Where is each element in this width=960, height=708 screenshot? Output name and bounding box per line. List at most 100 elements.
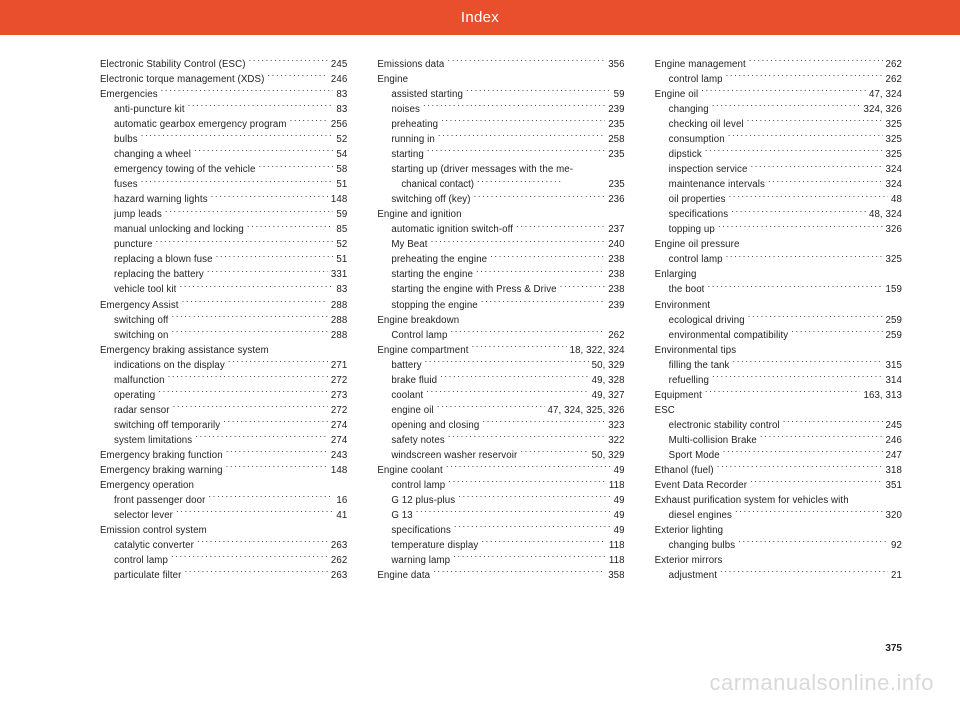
leader-dots [426,388,588,398]
index-entry-label: preheating [391,117,438,132]
index-entry-label: front passenger door [114,493,205,508]
index-heading-label: Emergency braking assistance system [100,343,269,358]
index-sub-entry: malfunction272 [100,373,347,388]
leader-dots [425,358,589,368]
index-entry: Emissions data356 [377,57,624,72]
index-entry-label: malfunction [114,373,165,388]
leader-dots [228,358,328,368]
leader-dots [482,418,605,428]
index-sub-entry: radar sensor272 [100,403,347,418]
index-entry-page: 159 [886,282,902,297]
index-entry-label: warning lamp [391,553,450,568]
leader-dots [490,253,605,263]
index-entry-label: Equipment [655,388,702,403]
index-sub-entry: refuelling314 [655,373,902,388]
index-entry-page: 50, 329 [592,448,625,463]
index-entry-label: starting up (driver messages with the me… [391,162,573,177]
index-entry-page: 246 [886,433,902,448]
leader-dots [195,433,328,443]
index-entry-label: starting the engine with Press & Drive [391,282,556,297]
index-heading-label: Emission control system [100,523,207,538]
index-entry-label: dipstick [669,147,702,162]
index-entry-page: 324 [886,162,902,177]
index-entry-page: 271 [331,358,347,373]
index-entry-label: Engine oil [655,87,699,102]
index-entry: Event Data Recorder351 [655,478,902,493]
index-entry-page: 326 [886,222,902,237]
index-entry-page: 240 [608,237,624,252]
index-entry-page: 238 [608,267,624,282]
index-entry-label: catalytic converter [114,538,194,553]
index-entry-label: the boot [669,282,705,297]
leader-dots [141,178,334,188]
index-sub-entry: automatic gearbox emergency program256 [100,117,347,132]
leader-dots [226,448,328,458]
index-column-1: Electronic Stability Control (ESC)245Ele… [100,57,347,583]
leader-dots [226,463,328,473]
leader-dots [179,283,333,293]
leader-dots [207,268,328,278]
leader-dots [182,298,328,308]
leader-dots [448,433,605,443]
leader-dots [481,298,605,308]
index-sub-entry: manual unlocking and locking85 [100,222,347,237]
index-sub-entry: control lamp262 [100,553,347,568]
index-columns: Electronic Stability Control (ESC)245Ele… [0,35,960,583]
index-sub-entry: noises239 [377,102,624,117]
leader-dots [188,102,334,112]
index-entry-page: 83 [336,102,347,117]
leader-dots [466,87,611,97]
index-sub-entry: My Beat240 [377,237,624,252]
index-entry: Equipment163, 313 [655,388,902,403]
index-entry-page: 51 [336,252,347,267]
index-entry-page: 47, 324, 325, 326 [548,403,625,418]
index-entry-label: puncture [114,237,153,252]
leader-dots [211,193,328,203]
index-heading-label: Engine breakdown [377,313,459,328]
index-entry-label: control lamp [669,72,723,87]
index-entry-page: 273 [331,388,347,403]
index-entry-page: 54 [336,147,347,162]
index-entry-label: Engine data [377,568,430,583]
index-entry-page: 288 [331,298,347,313]
index-sub-entry: changing bulbs92 [655,538,902,553]
index-entry-page: 325 [886,147,902,162]
index-sub-entry: preheating235 [377,117,624,132]
index-entry: Emergencies83 [100,87,347,102]
index-entry-page: 262 [331,553,347,568]
index-heading: ESC [655,403,902,418]
index-sub-entry: topping up326 [655,222,902,237]
index-sub-entry: filling the tank315 [655,358,902,373]
index-sub-entry: G 1349 [377,508,624,523]
index-entry-page: 318 [886,463,902,478]
leader-dots [437,403,545,413]
leader-dots [738,538,888,548]
index-entry-label: chanical contact) [401,177,474,192]
index-entry-page: 262 [886,57,902,72]
index-entry-page: 259 [886,328,902,343]
index-entry-page: 238 [608,282,624,297]
index-entry-label: running in [391,132,435,147]
leader-dots [172,328,328,338]
index-entry-label: particulate filter [114,568,182,583]
index-sub-entry: opening and closing323 [377,418,624,433]
index-sub-entry: changing a wheel54 [100,147,347,162]
index-entry-label: anti-puncture kit [114,102,185,117]
index-entry-page: 83 [336,87,347,102]
index-entry-page: 118 [609,478,625,493]
index-entry-page: 288 [331,313,347,328]
index-entry-page: 48 [891,192,902,207]
leader-dots [520,448,588,458]
index-entry-label: Emergency Assist [100,298,179,313]
index-sub-entry: indications on the display271 [100,358,347,373]
index-sub-entry: changing324, 326 [655,102,902,117]
index-entry-page: 288 [331,328,347,343]
index-sub-entry: front passenger door16 [100,493,347,508]
index-entry: Emergency braking function243 [100,448,347,463]
index-entry-label: hazard warning lights [114,192,208,207]
index-entry-page: 262 [608,328,624,343]
index-sub-entry: fuses51 [100,177,347,192]
index-entry-page: 351 [886,478,902,493]
index-entry-page: 52 [336,132,347,147]
index-entry: Engine coolant49 [377,463,624,478]
